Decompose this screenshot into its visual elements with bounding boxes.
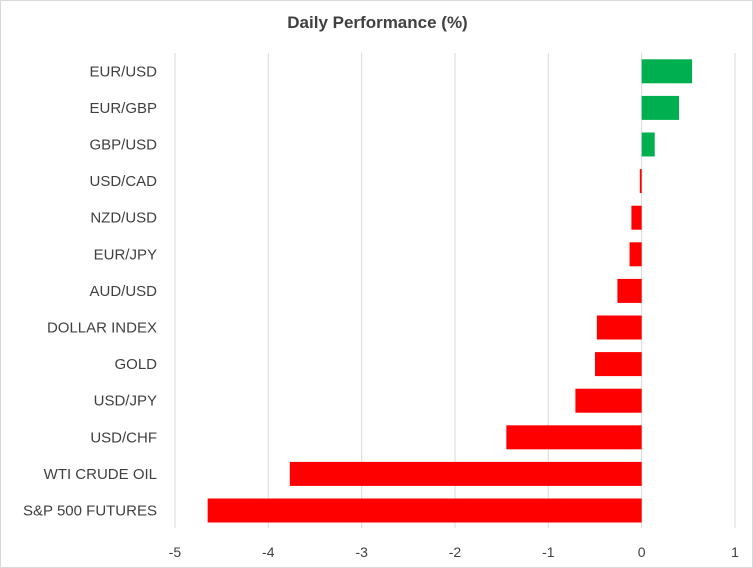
bar-wti-crude-oil: [289, 461, 642, 486]
bar-usd-chf: [506, 425, 642, 450]
category-label: EUR/GBP: [89, 100, 157, 117]
category-label: GBP/USD: [89, 137, 157, 154]
category-label: USD/JPY: [94, 393, 157, 410]
x-axis-tick-labels: -5 -4 -3 -2 -1 0 1: [169, 544, 739, 560]
bar-usd-cad: [639, 169, 642, 194]
x-tick-label: -2: [449, 544, 462, 560]
category-label: DOLLAR INDEX: [47, 320, 157, 337]
x-tick-label: 1: [731, 544, 739, 560]
x-tick-label: 0: [638, 544, 646, 560]
category-label: AUD/USD: [89, 283, 157, 300]
bar-eur-jpy: [629, 242, 642, 267]
bar-gbp-usd: [641, 132, 655, 157]
bar-nzd-usd: [631, 205, 642, 230]
bars: [207, 59, 693, 523]
category-label: S&P 500 FUTURES: [23, 503, 157, 520]
bar-eur-usd: [641, 59, 693, 84]
category-label: EUR/JPY: [94, 246, 157, 263]
category-label: EUR/USD: [89, 63, 157, 80]
x-tick-label: -5: [169, 544, 182, 560]
bar-eur-gbp: [641, 95, 679, 120]
bar-gold: [595, 352, 642, 377]
bar-s-p-500-futures: [207, 498, 642, 523]
category-label: WTI CRUDE OIL: [44, 466, 157, 483]
bar-dollar-index: [596, 315, 642, 340]
chart-title: Daily Performance (%): [287, 13, 468, 32]
x-tick-label: -1: [542, 544, 555, 560]
category-label: NZD/USD: [90, 210, 157, 227]
category-label: GOLD: [114, 356, 157, 373]
category-label: USD/CHF: [90, 429, 157, 446]
category-labels: EUR/USD EUR/GBP GBP/USD USD/CAD NZD/USD EUR/J…: [23, 63, 157, 519]
x-tick-label: -3: [355, 544, 368, 560]
category-label: USD/CAD: [89, 173, 157, 190]
gridlines: [174, 53, 736, 528]
x-tick-label: -4: [262, 544, 275, 560]
bar-usd-jpy: [575, 388, 642, 413]
bar-aud-usd: [617, 278, 642, 303]
